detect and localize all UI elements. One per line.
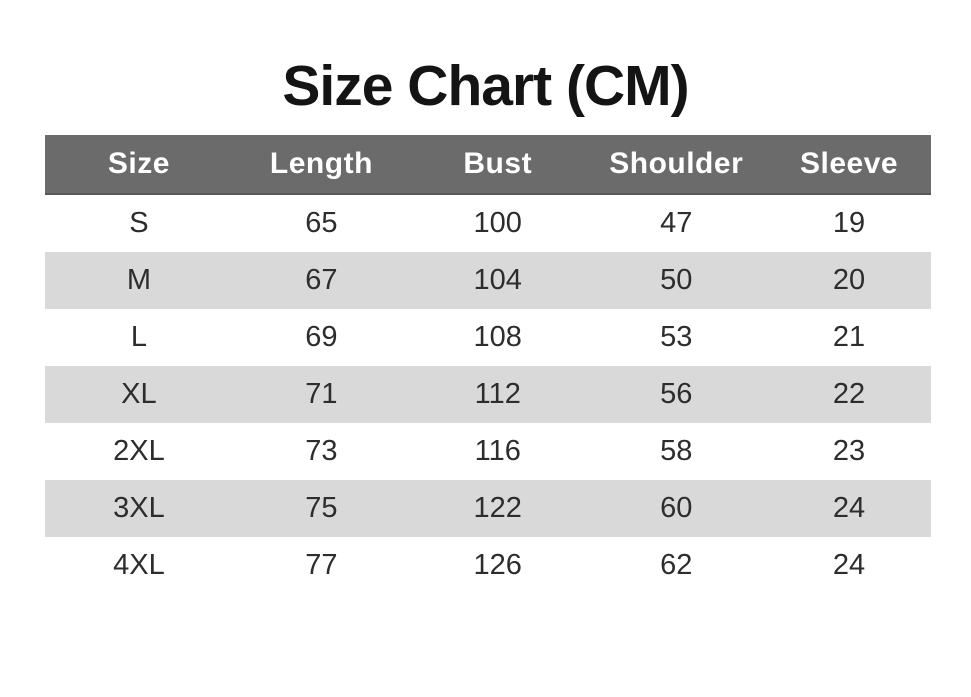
value-cell: 73	[232, 423, 411, 480]
value-cell: 65	[232, 194, 411, 252]
table-header-row: Size Length Bust Shoulder Sleeve	[45, 135, 931, 195]
value-cell: 47	[585, 194, 768, 252]
value-cell: 50	[585, 252, 768, 309]
column-header-bust: Bust	[410, 135, 586, 195]
size-cell: 3XL	[45, 480, 233, 537]
value-cell: 67	[232, 252, 411, 309]
column-header-sleeve: Sleeve	[767, 135, 931, 195]
value-cell: 58	[585, 423, 768, 480]
size-cell: 4XL	[45, 537, 233, 594]
value-cell: 69	[232, 309, 411, 366]
value-cell: 75	[232, 480, 411, 537]
value-cell: 104	[410, 252, 586, 309]
value-cell: 24	[767, 480, 931, 537]
size-chart-table: Size Length Bust Shoulder Sleeve S 65 100 47 19 M…	[45, 135, 931, 594]
table-row: 3XL 75 122 60 24	[45, 480, 931, 537]
value-cell: 24	[767, 537, 931, 594]
table-row: S 65 100 47 19	[45, 194, 931, 252]
value-cell: 21	[767, 309, 931, 366]
value-cell: 108	[410, 309, 586, 366]
size-cell: M	[45, 252, 233, 309]
size-cell: S	[45, 194, 233, 252]
table-row: 4XL 77 126 62 24	[45, 537, 931, 594]
value-cell: 60	[585, 480, 768, 537]
value-cell: 22	[767, 366, 931, 423]
table-row: 2XL 73 116 58 23	[45, 423, 931, 480]
value-cell: 122	[410, 480, 586, 537]
table-body: S 65 100 47 19 M 67 104 50 20 L 69 108 53 21 XL 71 112 56 2…	[45, 194, 931, 594]
value-cell: 23	[767, 423, 931, 480]
size-cell: XL	[45, 366, 233, 423]
value-cell: 19	[767, 194, 931, 252]
column-header-shoulder: Shoulder	[585, 135, 768, 195]
value-cell: 77	[232, 537, 411, 594]
value-cell: 126	[410, 537, 586, 594]
page-title: Size Chart (CM)	[282, 54, 689, 118]
size-cell: L	[45, 309, 233, 366]
value-cell: 56	[585, 366, 768, 423]
value-cell: 71	[232, 366, 411, 423]
value-cell: 100	[410, 194, 586, 252]
column-header-size: Size	[45, 135, 233, 195]
size-cell: 2XL	[45, 423, 233, 480]
value-cell: 53	[585, 309, 768, 366]
table-row: L 69 108 53 21	[45, 309, 931, 366]
value-cell: 62	[585, 537, 768, 594]
value-cell: 112	[410, 366, 586, 423]
value-cell: 20	[767, 252, 931, 309]
value-cell: 116	[410, 423, 586, 480]
column-header-length: Length	[232, 135, 411, 195]
table-row: M 67 104 50 20	[45, 252, 931, 309]
table-row: XL 71 112 56 22	[45, 366, 931, 423]
